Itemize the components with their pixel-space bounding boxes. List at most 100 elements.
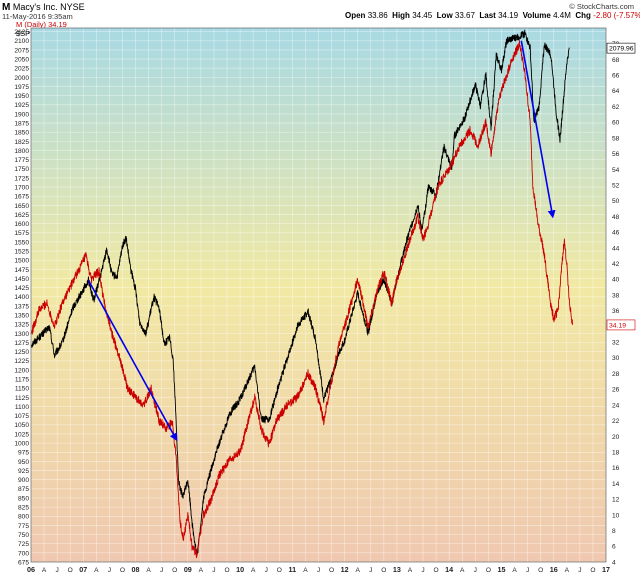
annotation-layer xyxy=(87,40,556,442)
x-tick-label: O xyxy=(538,567,543,574)
left-tick-label: 1025 xyxy=(14,431,29,438)
spx-last-tag: 2079.96 xyxy=(609,46,634,53)
m-last-tag-box xyxy=(606,319,636,331)
right-tick-label: 50 xyxy=(612,198,620,205)
series-line-spx xyxy=(30,29,570,556)
left-tick-label: 1425 xyxy=(14,285,29,292)
left-tick-label: 2125 xyxy=(14,29,29,36)
left-tick-label: 1925 xyxy=(14,102,29,109)
series-line-m xyxy=(30,40,573,559)
x-tick-label: 08 xyxy=(132,565,140,574)
x-tick-label: O xyxy=(172,567,177,574)
left-tick-label: 1775 xyxy=(14,157,29,164)
left-tick-label: 1300 xyxy=(14,331,29,338)
x-tick-label: J xyxy=(421,567,424,574)
x-tick-label: 09 xyxy=(184,565,192,574)
x-tick-label: J xyxy=(474,567,477,574)
left-tick-label: 1325 xyxy=(14,322,29,329)
left-tick-label: 1050 xyxy=(14,422,29,429)
left-tick-label: 2050 xyxy=(14,56,29,63)
right-tick-label: 12 xyxy=(612,497,620,504)
right-tick-label: 54 xyxy=(612,167,620,174)
left-tick-label: 1125 xyxy=(15,395,30,402)
x-tick-label: 16 xyxy=(550,565,558,574)
x-tick-label: J xyxy=(108,567,111,574)
x-tick-label: J xyxy=(160,567,163,574)
x-tick-label: O xyxy=(68,567,73,574)
left-tick-label: 875 xyxy=(18,486,29,493)
right-tick-label: 36 xyxy=(612,308,620,315)
right-tick-label: 32 xyxy=(612,340,620,347)
left-tick-label: 1625 xyxy=(14,212,29,219)
left-tick-label: 1600 xyxy=(14,221,29,228)
quote-summary: Open 33.86 High 34.45 Low 33.67 Last 34.… xyxy=(345,11,640,20)
x-tick-label: J xyxy=(212,567,215,574)
x-tick-label: O xyxy=(486,567,491,574)
x-tick-label: O xyxy=(381,567,386,574)
right-tick-label: 44 xyxy=(612,245,620,252)
right-tick-label: 68 xyxy=(612,57,620,64)
left-tick-label: 1650 xyxy=(14,203,29,210)
ticker-title: M Macy's Inc. NYSE xyxy=(2,2,85,13)
x-tick-label: J xyxy=(317,567,320,574)
left-tick-label: 700 xyxy=(18,550,29,557)
x-tick-label: J xyxy=(526,567,529,574)
left-tick-label: 1375 xyxy=(14,303,29,310)
spx-last-tag-box xyxy=(606,42,636,54)
series-layer xyxy=(30,29,573,559)
right-tick-label: 18 xyxy=(612,449,620,456)
x-tick-label: A xyxy=(408,567,413,574)
left-axis: 675 700 725 750 775 800 825 850 875 900 925 950 975 1… xyxy=(14,29,29,566)
left-tick-label: 2025 xyxy=(14,66,29,73)
left-tick-label: 1400 xyxy=(14,294,29,301)
chart-date: 11-May-2016 9:35am xyxy=(2,12,73,21)
right-tick-label: 42 xyxy=(612,261,620,268)
left-tick-label: 1000 xyxy=(14,441,29,448)
left-tick-label: 1175 xyxy=(15,377,30,384)
right-tick-label: 66 xyxy=(612,73,620,80)
x-tick-label: 10 xyxy=(236,565,244,574)
right-tick-label: 4 xyxy=(612,559,616,566)
x-tick-label: J xyxy=(578,567,581,574)
x-tick-label: 15 xyxy=(497,565,505,574)
right-tick-label: 30 xyxy=(612,355,620,362)
left-tick-label: 1475 xyxy=(14,267,29,274)
right-tick-label: 6 xyxy=(612,544,616,551)
left-tick-label: 925 xyxy=(18,468,29,475)
x-tick-label: A xyxy=(565,567,570,574)
left-tick-label: 750 xyxy=(18,532,29,539)
plot-border xyxy=(30,27,607,563)
left-tick-label: 1100 xyxy=(15,404,30,411)
left-tick-label: 1550 xyxy=(14,239,29,246)
right-tick-label: 40 xyxy=(612,277,620,284)
x-tick-label: O xyxy=(329,567,334,574)
x-tick-label: O xyxy=(434,567,439,574)
left-tick-label: 2000 xyxy=(14,75,29,82)
left-tick-label: 1575 xyxy=(14,230,29,237)
left-tick-label: 1250 xyxy=(14,349,29,356)
right-tick-label: 22 xyxy=(612,418,620,425)
right-tick-label: 26 xyxy=(612,387,620,394)
right-tick-label: 14 xyxy=(612,481,620,488)
x-tick-label: A xyxy=(94,567,99,574)
left-tick-label: 1450 xyxy=(14,276,29,283)
right-tick-label: 48 xyxy=(612,214,620,221)
x-tick-label: 12 xyxy=(341,565,349,574)
x-tick-label: O xyxy=(224,567,229,574)
right-tick-label: 20 xyxy=(612,434,620,441)
left-tick-label: 850 xyxy=(18,495,29,502)
right-tick-label: 58 xyxy=(612,135,620,142)
left-tick-label: 1975 xyxy=(14,84,29,91)
x-tick-label: A xyxy=(251,567,256,574)
left-tick-label: 825 xyxy=(18,505,29,512)
left-tick-label: 2075 xyxy=(14,47,29,54)
left-tick-label: 1225 xyxy=(14,358,29,365)
left-tick-label: 775 xyxy=(18,523,29,530)
right-tick-label: 56 xyxy=(612,151,620,158)
right-tick-label: 46 xyxy=(612,230,620,237)
trend-arrow-2 xyxy=(520,40,556,219)
left-tick-label: 1950 xyxy=(14,93,29,100)
grid-lines xyxy=(30,28,607,563)
